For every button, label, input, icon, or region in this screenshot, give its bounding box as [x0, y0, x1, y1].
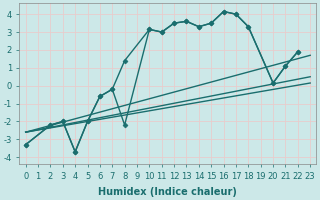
X-axis label: Humidex (Indice chaleur): Humidex (Indice chaleur)	[99, 187, 237, 197]
